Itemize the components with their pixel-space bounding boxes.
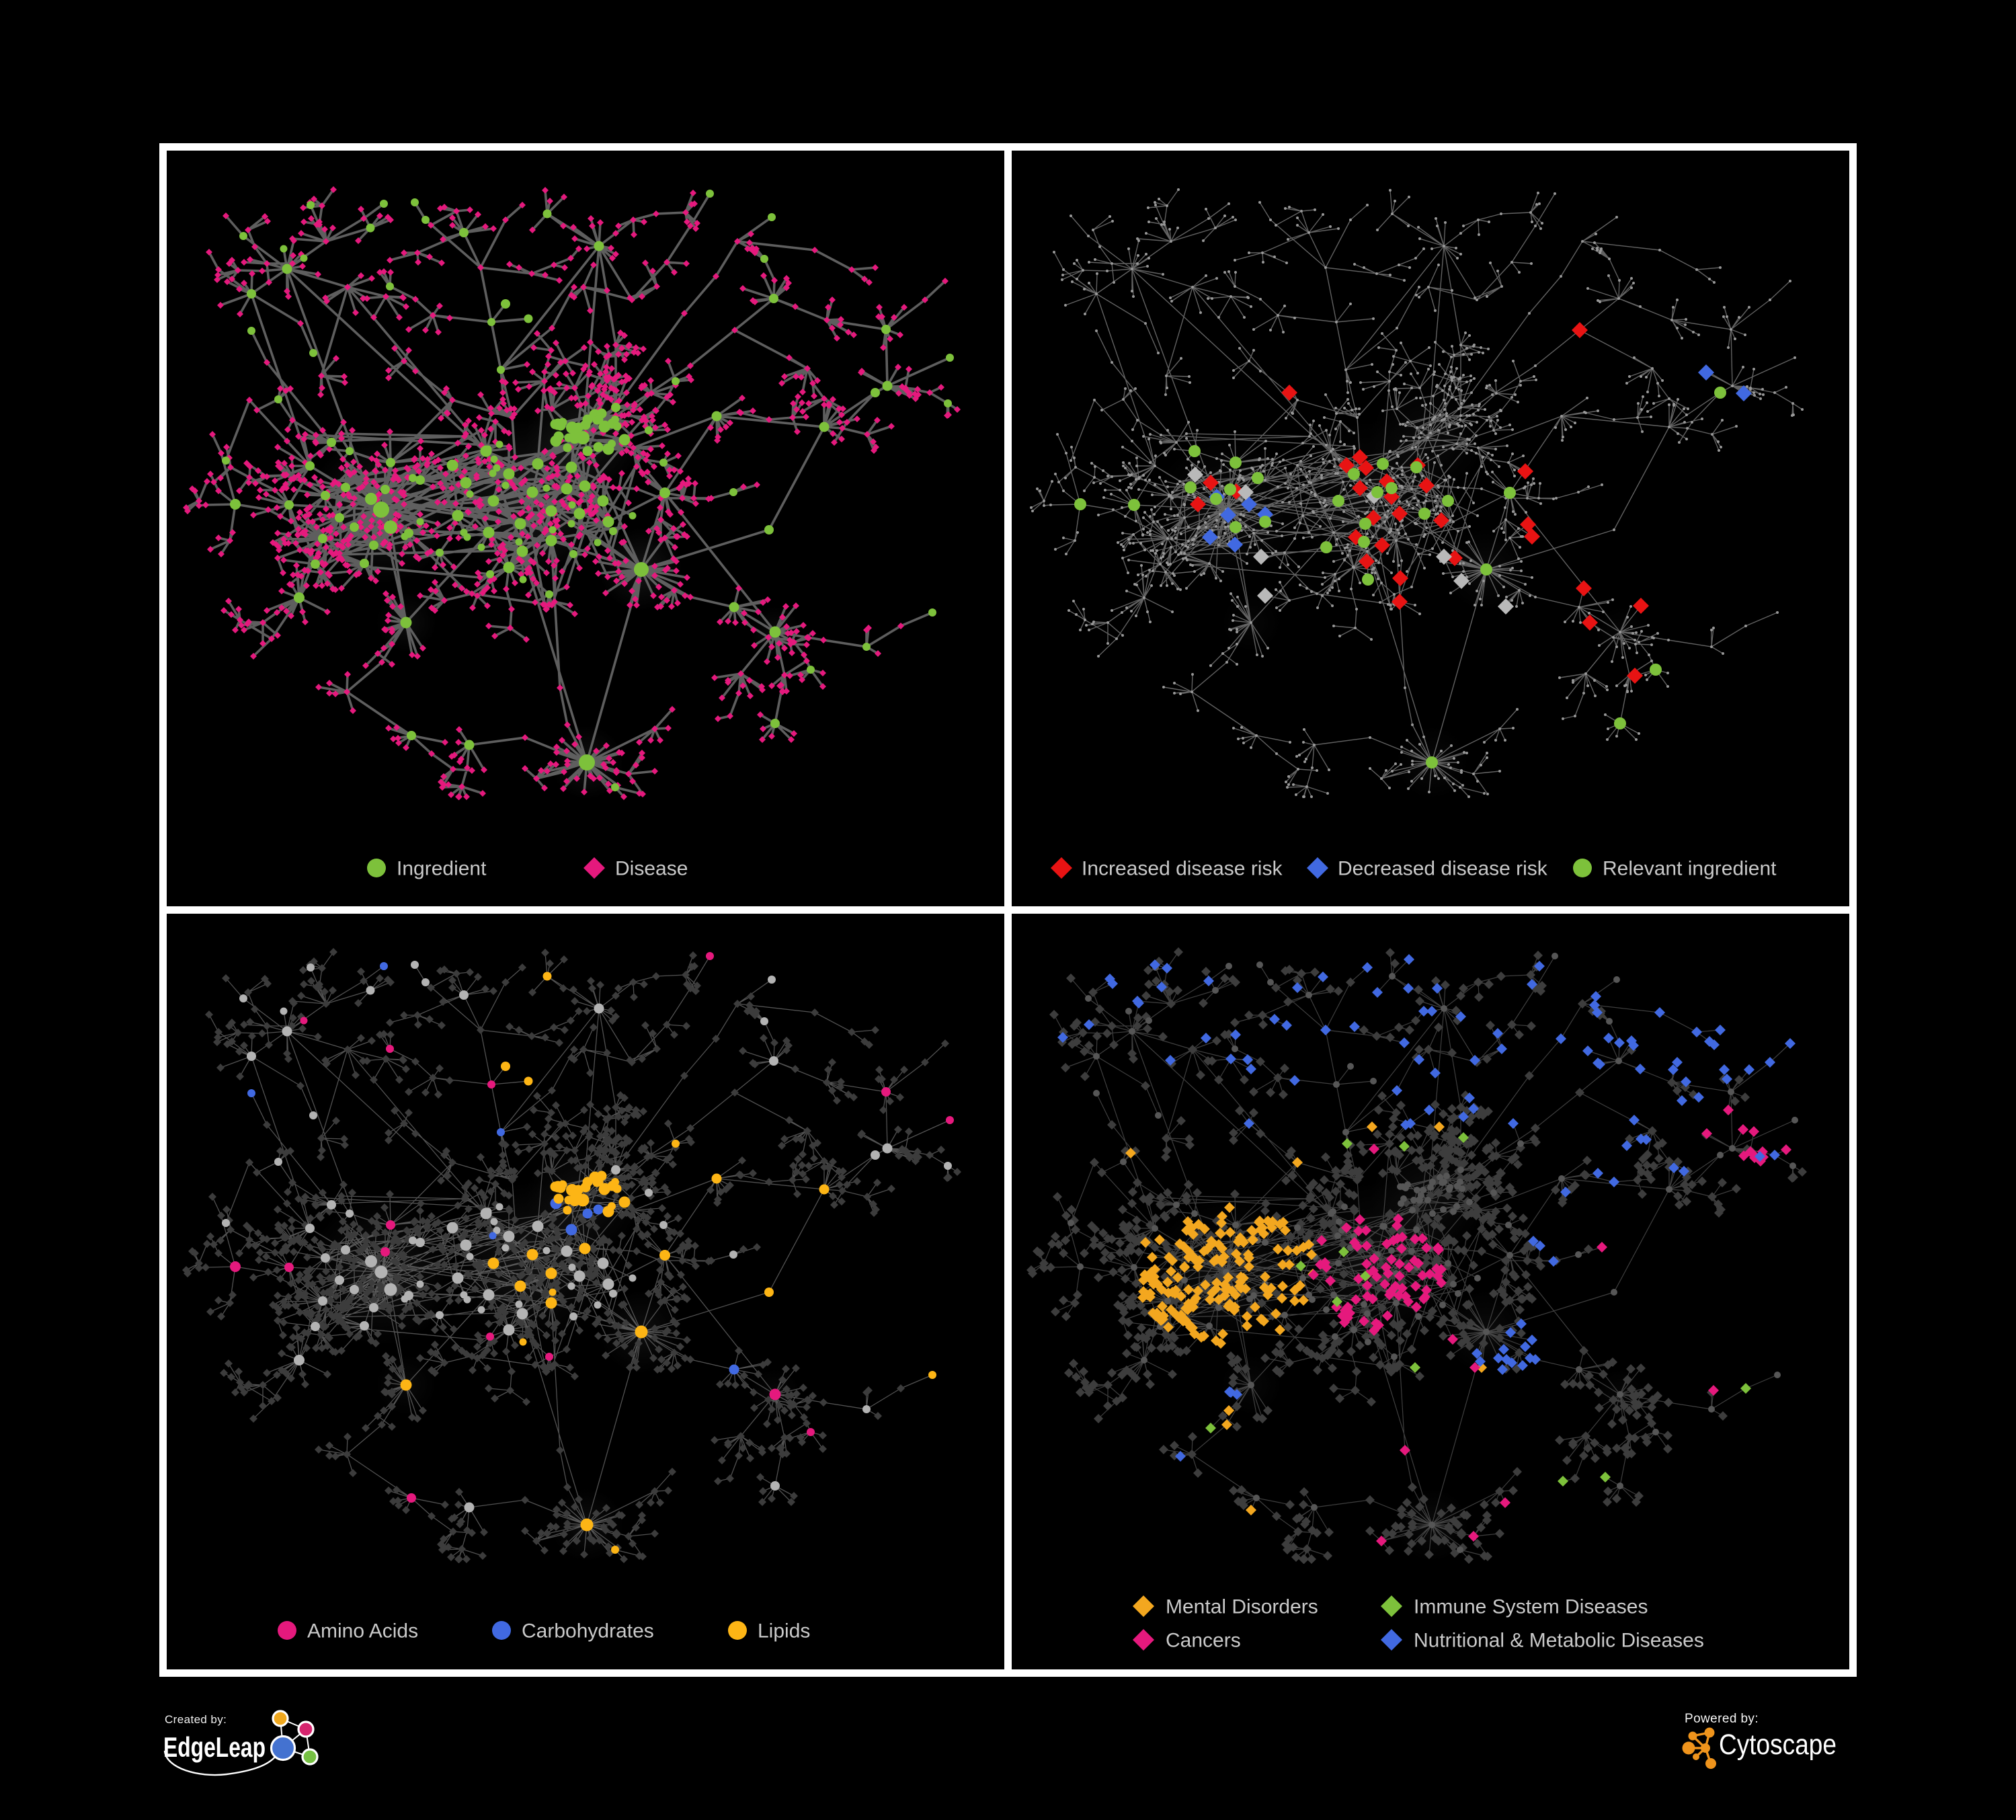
svg-text:Disease: Disease (615, 858, 688, 880)
svg-text:Increased disease risk: Increased disease risk (1082, 858, 1283, 880)
svg-text:Cancers: Cancers (1166, 1630, 1241, 1652)
svg-text:Lipids: Lipids (758, 1620, 810, 1643)
svg-text:Carbohydrates: Carbohydrates (522, 1620, 654, 1643)
svg-text:Amino Acids: Amino Acids (307, 1620, 418, 1643)
svg-text:EdgeLeap: EdgeLeap (163, 1731, 266, 1763)
svg-text:Immune System Diseases: Immune System Diseases (1414, 1596, 1648, 1618)
svg-text:Decreased disease risk: Decreased disease risk (1338, 858, 1548, 880)
svg-text:Mental Disorders: Mental Disorders (1166, 1596, 1318, 1618)
svg-text:Powered by:: Powered by: (1685, 1712, 1759, 1726)
svg-text:Cytoscape: Cytoscape (1719, 1729, 1837, 1761)
svg-text:Created by:: Created by: (165, 1713, 227, 1726)
svg-text:Ingredient: Ingredient (397, 858, 487, 880)
svg-text:Nutritional & Metabolic Diseas: Nutritional & Metabolic Diseases (1414, 1630, 1704, 1652)
svg-text:Relevant ingredient: Relevant ingredient (1603, 858, 1777, 880)
